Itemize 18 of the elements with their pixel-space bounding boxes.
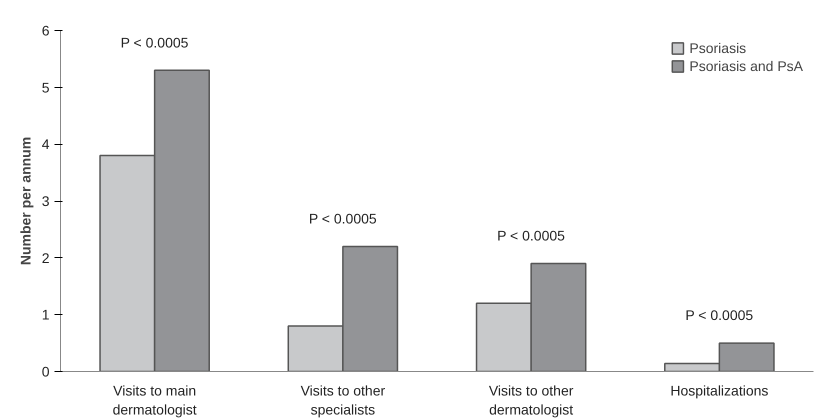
y-tick-label: 5	[42, 79, 50, 96]
y-tick-label: 4	[42, 136, 50, 152]
y-axis-title: Number per annum	[18, 136, 34, 266]
legend-label: Psoriasis	[689, 40, 746, 56]
x-tick-label: Visits to main dermatologist	[112, 382, 197, 418]
annotation: P < 0.0005	[308, 210, 377, 227]
y-tick-label: 0	[42, 364, 50, 380]
legend-label: Psoriasis and PsA	[689, 58, 803, 74]
annotation: P < 0.0005	[120, 34, 189, 50]
y-tick-label: 1	[42, 306, 50, 323]
y-tick-label: 6	[42, 22, 50, 38]
x-tick-label: Visits to other dermatologist	[488, 382, 574, 418]
y-tick-label: 2	[42, 250, 50, 266]
y-tick-label: 3	[42, 193, 50, 209]
annotation: P < 0.0005	[497, 228, 566, 244]
x-tick-label: Visits to other specialists	[300, 382, 386, 418]
x-tick-label: Hospitalizations	[670, 382, 768, 398]
annotation: P < 0.0005	[685, 307, 754, 324]
